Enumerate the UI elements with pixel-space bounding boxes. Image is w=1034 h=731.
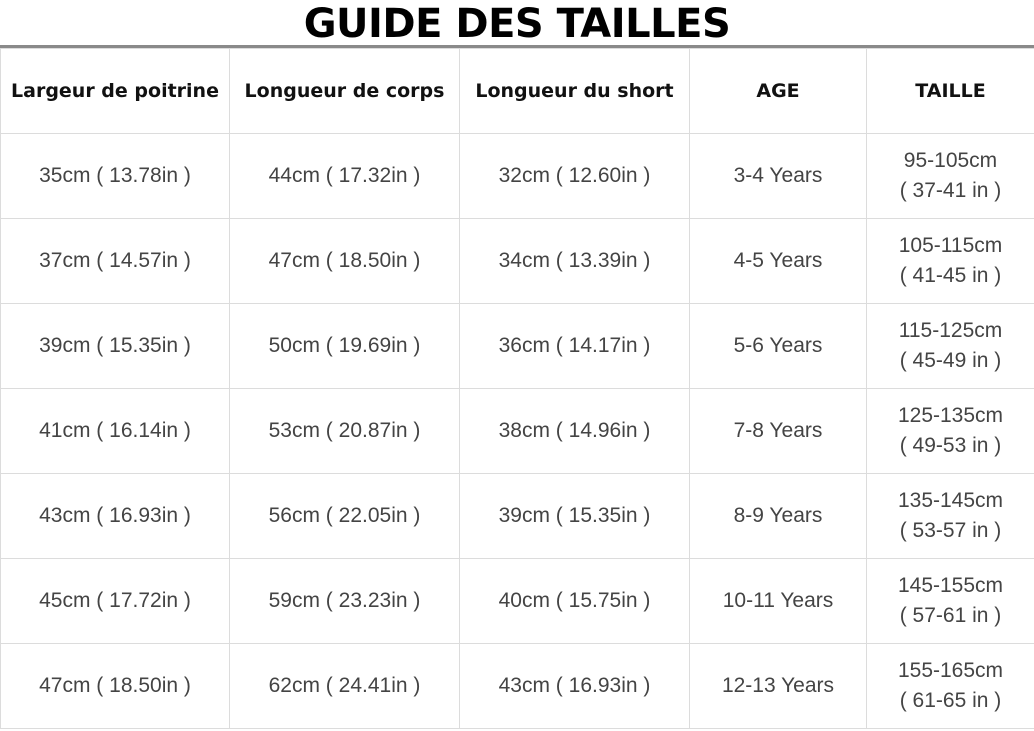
divider [0,45,1034,48]
size-cm: 125-135cm [897,404,1004,427]
size-cell: 125-135cm ( 49-53 in ) [866,388,1034,474]
shorts-length-cell: 39cm ( 15.35in ) [459,473,690,559]
size-in: ( 45-49 in ) [899,349,1002,372]
size-in: ( 61-65 in ) [899,689,1002,712]
body-length-cell: 59cm ( 23.23in ) [229,558,460,644]
page-title: GUIDE DES TAILLES [303,1,731,47]
header-chest: Largeur de poitrine [0,48,230,134]
header-body-length: Longueur de corps [229,48,460,134]
age-cell: 12-13 Years [689,643,867,729]
size-cell: 145-155cm ( 57-61 in ) [866,558,1034,644]
size-cell: 115-125cm ( 45-49 in ) [866,303,1034,389]
size-cm: 95-105cm [903,149,998,172]
chest-cell: 45cm ( 17.72in ) [0,558,230,644]
header-age: AGE [689,48,867,134]
header-shorts-length: Longueur du short [459,48,690,134]
chest-cell: 41cm ( 16.14in ) [0,388,230,474]
table-row: 41cm ( 16.14in ) 53cm ( 20.87in ) 38cm ( 1… [0,388,1034,474]
body-length-cell: 56cm ( 22.05in ) [229,473,460,559]
body-length-cell: 44cm ( 17.32in ) [229,133,460,219]
shorts-length-cell: 34cm ( 13.39in ) [459,218,690,304]
age-cell: 10-11 Years [689,558,867,644]
table-row: 35cm ( 13.78in ) 44cm ( 17.32in ) 32cm ( 1… [0,133,1034,219]
body-length-cell: 50cm ( 19.69in ) [229,303,460,389]
size-cell: 95-105cm ( 37-41 in ) [866,133,1034,219]
shorts-length-cell: 43cm ( 16.93in ) [459,643,690,729]
table-row: 47cm ( 18.50in ) 62cm ( 24.41in ) 43cm ( 1… [0,643,1034,729]
chest-cell: 43cm ( 16.93in ) [0,473,230,559]
chest-cell: 39cm ( 15.35in ) [0,303,230,389]
shorts-length-cell: 38cm ( 14.96in ) [459,388,690,474]
size-in: ( 41-45 in ) [899,264,1002,287]
size-in: ( 37-41 in ) [899,179,1002,202]
size-cell: 105-115cm ( 41-45 in ) [866,218,1034,304]
age-cell: 5-6 Years [689,303,867,389]
body-length-cell: 53cm ( 20.87in ) [229,388,460,474]
chest-cell: 35cm ( 13.78in ) [0,133,230,219]
shorts-length-cell: 32cm ( 12.60in ) [459,133,690,219]
size-cm: 135-145cm [897,489,1004,512]
header-row: Largeur de poitrine Longueur de corps Lo… [0,48,1034,134]
shorts-length-cell: 36cm ( 14.17in ) [459,303,690,389]
age-cell: 3-4 Years [689,133,867,219]
chest-cell: 37cm ( 14.57in ) [0,218,230,304]
table-row: 39cm ( 15.35in ) 50cm ( 19.69in ) 36cm ( 1… [0,303,1034,389]
size-in: ( 53-57 in ) [899,519,1002,542]
size-cm: 155-165cm [897,659,1004,682]
header-size: TAILLE [866,48,1034,134]
size-in: ( 49-53 in ) [899,434,1002,457]
chest-cell: 47cm ( 18.50in ) [0,643,230,729]
body-length-cell: 62cm ( 24.41in ) [229,643,460,729]
size-cm: 115-125cm [898,319,1003,342]
table-row: 43cm ( 16.93in ) 56cm ( 22.05in ) 39cm ( 1… [0,473,1034,559]
size-cm: 145-155cm [897,574,1004,597]
size-cell: 135-145cm ( 53-57 in ) [866,473,1034,559]
age-cell: 8-9 Years [689,473,867,559]
size-cm: 105-115cm [898,234,1003,257]
shorts-length-cell: 40cm ( 15.75in ) [459,558,690,644]
body-length-cell: 47cm ( 18.50in ) [229,218,460,304]
table-row: 37cm ( 14.57in ) 47cm ( 18.50in ) 34cm ( 1… [0,218,1034,304]
table-row: 45cm ( 17.72in ) 59cm ( 23.23in ) 40cm ( 1… [0,558,1034,644]
size-cell: 155-165cm ( 61-65 in ) [866,643,1034,729]
age-cell: 7-8 Years [689,388,867,474]
size-chart-table: Largeur de poitrine Longueur de corps Lo… [0,48,1034,729]
age-cell: 4-5 Years [689,218,867,304]
size-in: ( 57-61 in ) [899,604,1002,627]
